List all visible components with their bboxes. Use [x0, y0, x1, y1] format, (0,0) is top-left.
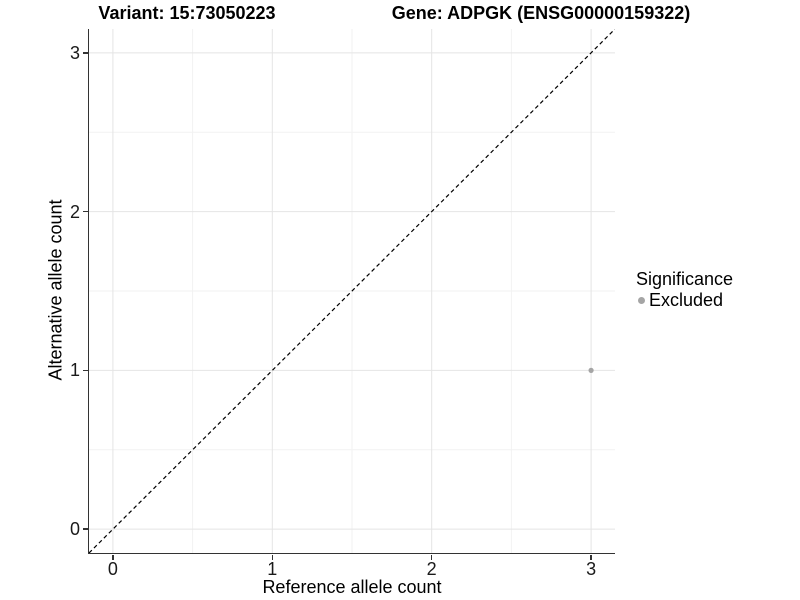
y-tick-label: 1 — [69, 360, 80, 381]
identity-line — [89, 29, 615, 553]
legend: Significance Excluded — [636, 269, 733, 310]
plot-area-svg — [89, 29, 615, 553]
x-tick-mark — [430, 554, 433, 560]
x-axis-title: Reference allele count — [262, 577, 442, 597]
x-tick-label: 1 — [267, 559, 278, 579]
y-tick-label: 3 — [69, 42, 80, 63]
legend-title: Significance — [636, 269, 734, 289]
y-tick-mark — [82, 369, 88, 372]
legend-item-excluded: Excluded — [638, 290, 733, 310]
y-tick-label: 0 — [69, 519, 80, 540]
y-tick-mark — [82, 528, 88, 530]
x-tick-label: 0 — [107, 559, 118, 579]
legend-item-label: Excluded — [649, 290, 724, 310]
y-tick-mark — [82, 52, 88, 54]
plot-panel — [88, 29, 615, 554]
x-tick-label: 2 — [426, 559, 437, 579]
x-tick-mark — [271, 554, 274, 560]
x-tick-label: 3 — [586, 559, 597, 579]
gene-title: Gene: ADPGK (ENSG00000159322) — [391, 3, 691, 23]
y-tick-label: 2 — [69, 201, 80, 222]
x-tick-mark — [590, 554, 592, 560]
variant-title: Variant: 15:73050223 — [98, 3, 276, 23]
data-point — [588, 367, 594, 373]
y-tick-mark — [82, 210, 88, 213]
legend-point-icon — [638, 296, 645, 304]
y-axis-title: Alternative allele count — [45, 199, 66, 381]
x-tick-mark — [112, 554, 114, 560]
